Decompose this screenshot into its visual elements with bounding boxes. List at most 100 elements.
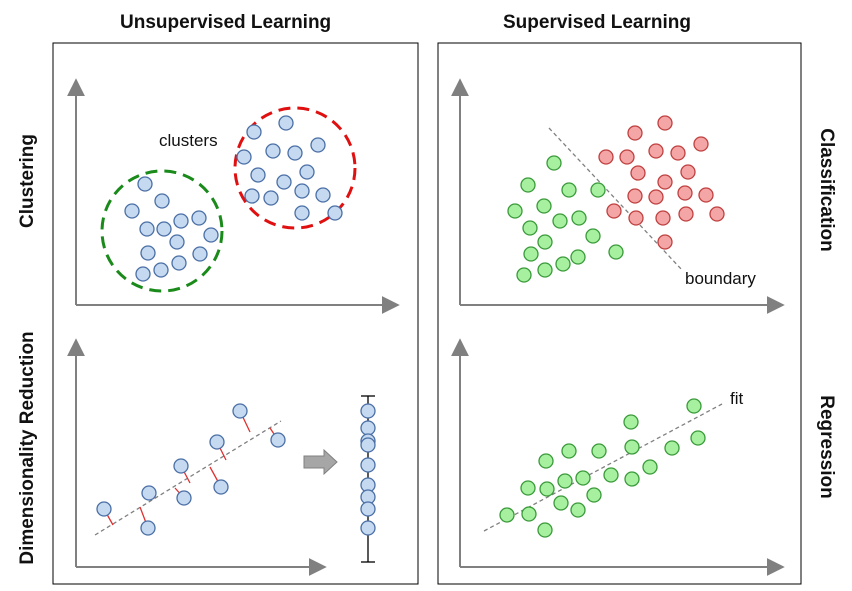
class-green-points — [507, 155, 624, 283]
data-point — [624, 439, 640, 455]
data-point — [670, 145, 686, 161]
data-point — [310, 137, 326, 153]
data-point — [608, 244, 624, 260]
data-point — [657, 234, 673, 250]
data-point — [294, 205, 310, 221]
data-point — [570, 249, 586, 265]
fit-line — [483, 403, 723, 532]
data-point — [575, 470, 591, 486]
projection-line — [94, 420, 282, 536]
data-point — [557, 473, 573, 489]
axes-regression — [451, 338, 785, 576]
data-point — [561, 443, 577, 459]
data-point — [278, 115, 294, 131]
data-point — [630, 165, 646, 181]
heading-supervised: Supervised Learning — [503, 12, 691, 33]
data-point — [192, 246, 208, 262]
data-point — [709, 206, 725, 222]
panel-unsupervised — [52, 42, 419, 585]
boundary-annotation: boundary — [685, 269, 756, 288]
data-point — [516, 267, 532, 283]
data-point — [276, 174, 292, 190]
axes-dimensionality-reduction — [67, 338, 327, 576]
data-point — [232, 403, 248, 419]
data-point — [585, 228, 601, 244]
data-point — [555, 256, 571, 272]
projection-residuals — [103, 410, 279, 529]
data-point — [606, 203, 622, 219]
data-point — [664, 440, 680, 456]
data-point — [536, 198, 552, 214]
data-point — [655, 210, 671, 226]
data-point — [648, 189, 664, 205]
data-point — [246, 124, 262, 140]
data-point — [598, 149, 614, 165]
data-point — [648, 143, 664, 159]
data-point — [173, 213, 189, 229]
data-point — [213, 479, 229, 495]
heading-unsupervised: Unsupervised Learning — [120, 12, 332, 33]
data-point — [169, 234, 185, 250]
block-arrow — [303, 448, 338, 476]
data-point — [499, 507, 515, 523]
data-point — [270, 432, 286, 448]
data-point — [153, 262, 169, 278]
data-point — [686, 398, 702, 414]
data-point — [624, 471, 640, 487]
data-point — [523, 246, 539, 262]
data-point — [209, 434, 225, 450]
data-point — [124, 203, 140, 219]
data-point — [141, 485, 157, 501]
data-point — [263, 190, 279, 206]
data-point — [627, 188, 643, 204]
data-point — [315, 187, 331, 203]
data-point — [677, 185, 693, 201]
data-point — [690, 430, 706, 446]
data-point — [360, 403, 376, 419]
reduction-points — [96, 403, 286, 536]
projected-points — [360, 403, 376, 536]
data-point — [236, 149, 252, 165]
data-point — [137, 176, 153, 192]
panel-supervised — [437, 42, 802, 585]
data-point — [294, 183, 310, 199]
cluster-outline-red — [233, 106, 357, 230]
data-point — [539, 481, 555, 497]
data-point — [657, 174, 673, 190]
data-point — [627, 125, 643, 141]
data-point — [553, 495, 569, 511]
data-point — [140, 245, 156, 261]
fit-annotation: fit — [730, 389, 744, 408]
data-point — [628, 210, 644, 226]
axes-classification — [451, 78, 785, 314]
data-point — [135, 266, 151, 282]
data-point — [360, 520, 376, 536]
data-point — [176, 490, 192, 506]
data-point — [591, 443, 607, 459]
clusters-annotation: clusters — [159, 131, 218, 150]
data-point — [521, 506, 537, 522]
cluster-outline-green — [100, 169, 224, 293]
regression-points — [499, 398, 706, 538]
data-point — [173, 458, 189, 474]
axes-clustering — [67, 78, 400, 314]
data-point — [678, 206, 694, 222]
data-point — [680, 164, 696, 180]
data-point — [360, 437, 376, 453]
data-point — [619, 149, 635, 165]
data-point — [520, 480, 536, 496]
data-point — [520, 177, 536, 193]
data-point — [657, 115, 673, 131]
data-point — [191, 210, 207, 226]
data-point — [546, 155, 562, 171]
data-point — [693, 136, 709, 152]
data-point — [623, 414, 639, 430]
data-point — [171, 255, 187, 271]
data-point — [603, 467, 619, 483]
data-point — [552, 213, 568, 229]
class-red-points — [598, 115, 725, 250]
data-point — [156, 221, 172, 237]
data-point — [360, 420, 376, 436]
data-point — [537, 522, 553, 538]
